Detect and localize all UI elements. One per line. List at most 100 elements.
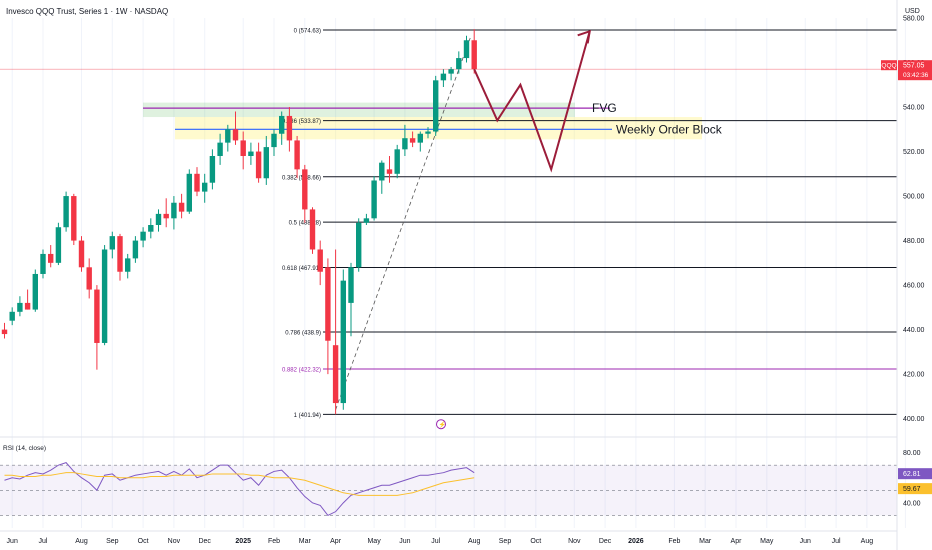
order-block-zone — [175, 117, 702, 140]
price-tick-label: 400.00 — [903, 416, 925, 423]
order-block-label: Weekly Order Block — [616, 122, 723, 136]
earnings-marker-icon — [436, 419, 446, 430]
candle-body — [9, 311, 15, 321]
candle-body — [463, 40, 470, 59]
time-tick-label: May — [760, 538, 774, 545]
lightning-icon: ⚡ — [439, 421, 446, 429]
price-tick-label: 540.00 — [903, 105, 925, 112]
time-tick-label: Nov — [168, 538, 181, 545]
candle-body — [440, 73, 447, 81]
candle-body — [55, 227, 62, 263]
rsi-label: RSI (14, close) — [3, 445, 46, 452]
candle-body — [94, 289, 100, 343]
price-tick-label: 580.00 — [903, 16, 925, 23]
fib-level-label: 0.786 (438.9) — [285, 331, 321, 337]
price-tick-label: 460.00 — [903, 283, 925, 290]
fib-level-label: 0.618 (467.91) — [282, 266, 321, 272]
time-tick-label: Sep — [106, 538, 119, 545]
time-tick-label: Feb — [268, 538, 280, 545]
time-tick-label: 2025 — [235, 538, 251, 545]
candle-body — [86, 267, 92, 290]
fib-level-label: 0.882 (422.32) — [282, 367, 321, 373]
time-tick-label: Jun — [800, 538, 811, 545]
time-tick-label: Jun — [7, 538, 18, 545]
fvg-zone — [143, 102, 575, 118]
projection-arrow-head — [577, 29, 591, 44]
candle-body — [456, 58, 462, 70]
time-tick-label: Apr — [330, 538, 342, 545]
candle-body — [63, 196, 69, 228]
candle-body — [433, 80, 439, 132]
candle-body — [379, 162, 385, 181]
candle-body — [71, 196, 77, 241]
candle-body — [140, 231, 146, 241]
time-tick-label: Aug — [75, 538, 88, 545]
candle-body — [271, 133, 277, 148]
candle-body — [132, 240, 139, 259]
candle-body — [363, 218, 370, 223]
rsi-ma-value: 59.67 — [903, 486, 921, 493]
candle-body — [356, 222, 362, 268]
time-tick-label: Nov — [568, 538, 581, 545]
projection-path — [473, 31, 591, 173]
candle-body — [471, 40, 477, 70]
candle-body — [402, 138, 408, 150]
candle-body — [332, 345, 339, 404]
fib-level-label: 0.236 (533.87) — [282, 119, 321, 125]
rsi-value-tag — [898, 468, 932, 480]
fib-level-label: 0.382 (508.66) — [282, 175, 321, 181]
fib-level-label: 1 (401.94) — [294, 413, 321, 419]
candle-body — [163, 213, 169, 219]
time-tick-label: Aug — [468, 538, 481, 545]
candle-body — [117, 236, 123, 272]
currency-label: USD — [905, 8, 920, 15]
candle-body — [425, 131, 431, 134]
candle-body — [101, 249, 108, 343]
time-tick-label: Jul — [832, 538, 841, 545]
candle-body — [232, 129, 239, 141]
time-tick-label: Mar — [299, 538, 312, 545]
time-tick-label: Jul — [431, 538, 440, 545]
rsi-tick-label: 40.00 — [903, 500, 921, 507]
candle-body — [225, 129, 231, 143]
time-tick-label: 2026 — [628, 538, 644, 545]
candle-body — [240, 140, 246, 156]
candle-body — [186, 173, 192, 212]
candle-body — [17, 302, 23, 312]
fib-level-label: 0.5 (488.28) — [289, 221, 321, 227]
time-tick-label: Dec — [198, 538, 211, 545]
rsi-ma-value-tag — [898, 483, 932, 495]
candle-body — [40, 253, 46, 274]
candle-body — [317, 249, 323, 272]
time-tick-label: May — [367, 538, 381, 545]
rsi-line — [4, 462, 475, 517]
candle-body — [194, 173, 200, 192]
price-tick-label: 520.00 — [903, 149, 925, 156]
price-tag — [898, 60, 932, 81]
candle-body — [155, 213, 162, 225]
candle-body — [394, 149, 400, 174]
rsi-tick-label: 80.00 — [903, 450, 921, 457]
candle-body — [325, 267, 331, 341]
candle-body — [417, 133, 423, 143]
candle-body — [255, 151, 262, 179]
time-tick-label: Oct — [138, 538, 149, 545]
time-tick-label: Aug — [861, 538, 874, 545]
candle-body — [209, 156, 216, 183]
rsi-value: 62.81 — [903, 471, 921, 478]
symbol-tag-label: QQQ — [881, 63, 896, 70]
candle-body — [302, 169, 308, 210]
price-tick-label: 420.00 — [903, 372, 925, 379]
trend-line — [335, 37, 471, 410]
chart-title: Invesco QQQ Trust, Series 1 · 1W · NASDA… — [6, 7, 169, 16]
candle-body — [409, 138, 416, 143]
price-tick-label: 440.00 — [903, 327, 925, 334]
candle-body — [24, 302, 31, 310]
candle-body — [371, 180, 377, 219]
price-tick-label: 500.00 — [903, 194, 925, 201]
candle-body — [286, 115, 293, 141]
candle-body — [386, 169, 393, 174]
candle-body — [263, 147, 269, 179]
candle-body — [148, 225, 154, 232]
